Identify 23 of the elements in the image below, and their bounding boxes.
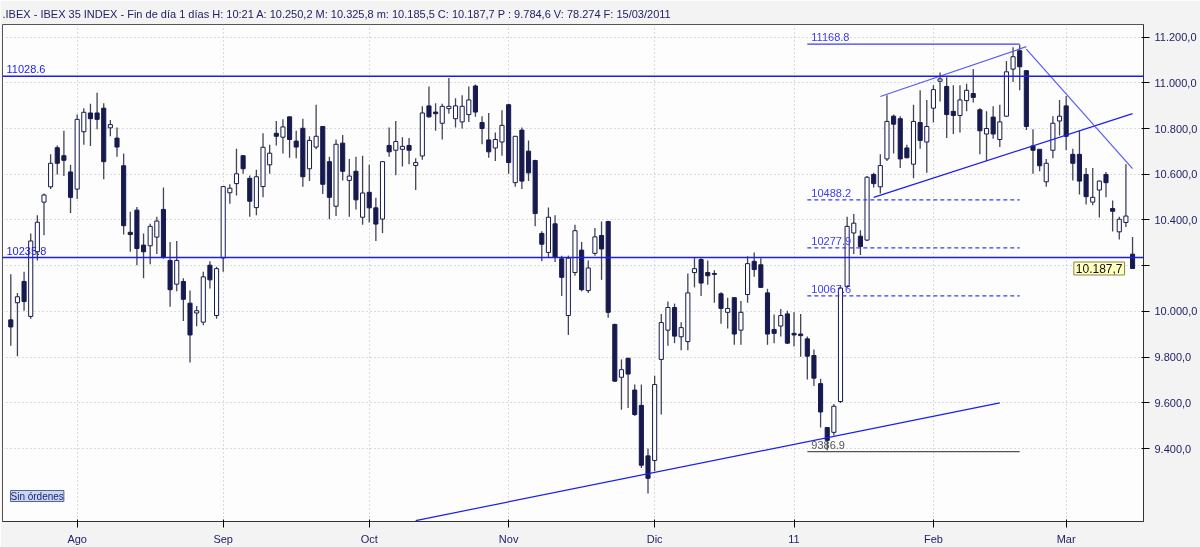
x-tick-label: 11 <box>788 532 800 545</box>
y-tick-label: 10.800,0 <box>1154 122 1198 135</box>
annotation: Sin órdenes <box>10 490 64 502</box>
y-tick-label: 10.000,0 <box>1154 305 1198 318</box>
x-tick-label: Ago <box>67 532 87 545</box>
x-tick-label: Mar <box>1056 532 1076 545</box>
annotation: 10.187,7 <box>1075 262 1123 276</box>
series-label: 11168.8 <box>811 31 850 44</box>
x-tick-label: Feb <box>923 532 943 545</box>
y-tick-label: 10.400,0 <box>1154 213 1198 226</box>
x-tick-label: Oct <box>360 532 378 545</box>
y-tick-label: 9.600,0 <box>1154 396 1192 409</box>
y-tick-label: 11.200,0 <box>1154 31 1197 44</box>
y-tick-label: 9.800,0 <box>1154 351 1192 364</box>
x-tick-label: Nov <box>498 532 519 545</box>
y-tick-label: 10.600,0 <box>1154 168 1198 181</box>
x-tick-label: Sep <box>213 532 233 545</box>
x-tick-label: Dic <box>646 532 664 545</box>
ref-line-label: 11028.6 <box>6 63 46 76</box>
y-tick-label: 11.000,0 <box>1154 76 1197 89</box>
y-tick-label: 9.400,0 <box>1154 442 1192 455</box>
series-label: 10488.2 <box>811 186 852 199</box>
chart-title: .IBEX - IBEX 35 INDEX - Fin de día 1 días H: 10:21 A: 10.250,2 M: 10.325,8 m: 10.185,5 C: 10.187,7 P : 9.784,6 V: 78.274 F: 15/03/2011 <box>2 7 671 20</box>
